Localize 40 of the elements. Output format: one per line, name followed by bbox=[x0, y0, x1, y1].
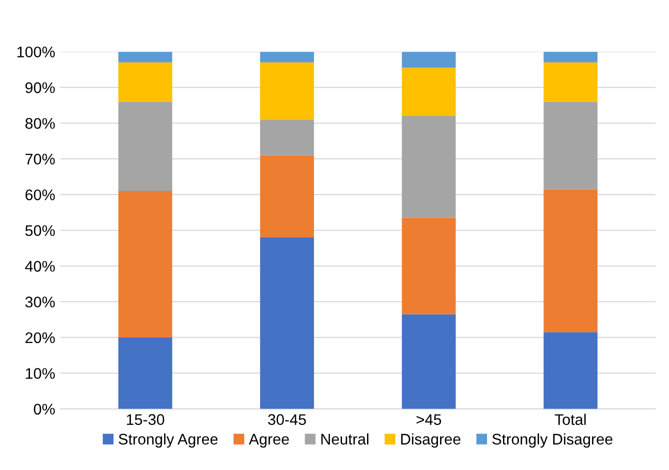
y-tick-label: 10% bbox=[26, 368, 55, 379]
legend-label: Neutral bbox=[321, 433, 368, 445]
bar bbox=[260, 120, 314, 156]
bar bbox=[260, 52, 314, 62]
bar bbox=[260, 155, 314, 238]
x-tick-label: >45 bbox=[416, 414, 442, 425]
bar bbox=[118, 102, 172, 192]
x-tick-label: Total bbox=[554, 414, 586, 425]
bar bbox=[544, 189, 598, 332]
y-tick-label: 50% bbox=[25, 225, 55, 236]
y-tick-label: 80% bbox=[25, 118, 55, 129]
legend-label: Strongly Agree bbox=[118, 433, 218, 448]
bar bbox=[260, 237, 314, 409]
y-tick-label: 20% bbox=[26, 332, 55, 344]
bar bbox=[118, 52, 172, 62]
y-tick-label: 90% bbox=[25, 82, 55, 94]
legend-label: Strongly Disagree bbox=[492, 433, 612, 448]
bar bbox=[118, 191, 172, 338]
bar bbox=[402, 68, 456, 116]
y-tick-label: 60% bbox=[26, 189, 55, 200]
bar bbox=[544, 332, 598, 409]
y-tick-label: 100% bbox=[17, 46, 55, 58]
x-tick-label: 30-45 bbox=[268, 414, 306, 425]
legend-label: Disagree bbox=[401, 433, 460, 448]
bar bbox=[544, 52, 598, 62]
y-tick-label: 0% bbox=[34, 404, 55, 415]
y-tick-label: 70% bbox=[26, 154, 55, 165]
bar bbox=[544, 62, 598, 102]
x-tick-label: 15-30 bbox=[126, 414, 164, 425]
y-tick-label: 40% bbox=[25, 260, 55, 272]
bar bbox=[118, 62, 172, 102]
bar bbox=[402, 52, 456, 68]
bar bbox=[402, 314, 456, 409]
bar bbox=[260, 62, 314, 120]
legend-label: Agree bbox=[248, 434, 289, 448]
bar bbox=[402, 218, 456, 314]
y-tick-label: 30% bbox=[25, 296, 55, 308]
bar bbox=[544, 102, 598, 190]
bar bbox=[402, 116, 456, 218]
bar bbox=[118, 337, 172, 409]
